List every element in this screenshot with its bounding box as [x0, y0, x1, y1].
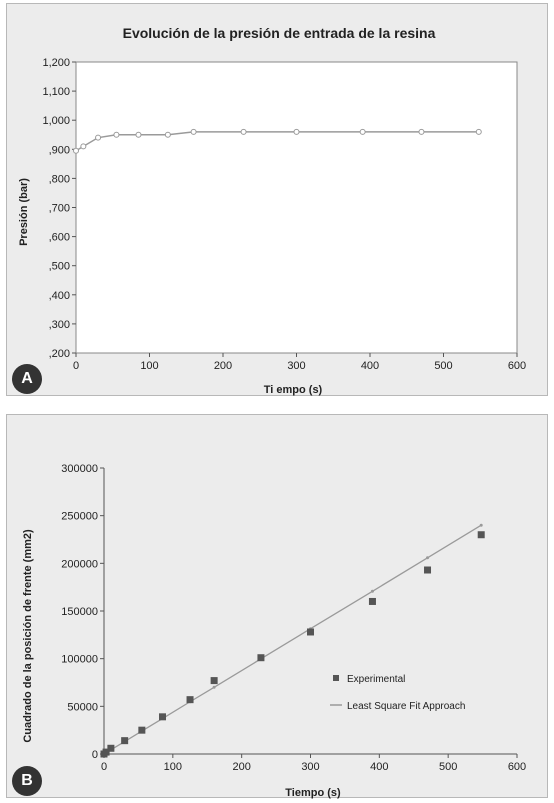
- y-tick-label: 0: [92, 749, 98, 761]
- series-group: [100, 523, 485, 758]
- x-tick-label: 0: [101, 761, 107, 773]
- front-position-chart: 0 50000 100000 150000 200000 250000 300000 0 10…: [22, 463, 526, 799]
- y-tick-label: ,500: [49, 261, 70, 273]
- experimental-data-point: [307, 628, 314, 636]
- x-axis-ticks: 0 100 200 300 400 500 600: [73, 353, 526, 372]
- experimental-data-point: [138, 726, 146, 734]
- y-axis-ticks: ,200 ,300 ,400 ,500 ,600 ,700 ,800 ,900 1,000 1,1…: [42, 57, 76, 360]
- y-tick-label: ,400: [49, 290, 70, 302]
- series-group: [73, 128, 482, 154]
- experimental-data-point: [159, 713, 167, 721]
- y-tick-label: 200000: [61, 558, 98, 570]
- experimental-data-point: [102, 748, 110, 756]
- pressure-data-point: [475, 128, 482, 135]
- x-tick-label: 0: [73, 360, 79, 372]
- panel-badge-b: B: [12, 766, 42, 796]
- x-tick-label: 600: [508, 761, 526, 773]
- chart-title: Evolución de la presión de entrada de la…: [123, 25, 436, 41]
- x-tick-label: 600: [508, 360, 526, 372]
- legend: Experimental Least Square Fit Approach: [330, 674, 465, 712]
- experimental-data-point: [257, 654, 265, 662]
- y-axis-label: Cuadrado de la posición de frente (mm2): [22, 529, 34, 743]
- x-tick-label: 400: [370, 761, 388, 773]
- y-tick-label: ,700: [49, 203, 70, 215]
- pressure-data-point: [73, 147, 79, 154]
- fit-data-point: [212, 685, 216, 689]
- panel-badge-a: A: [12, 364, 42, 394]
- x-tick-label: 200: [214, 360, 232, 372]
- pressure-data-point: [418, 128, 425, 135]
- y-tick-label: ,200: [49, 348, 70, 360]
- experimental-data-point: [121, 737, 129, 745]
- legend-label-fit: Least Square Fit Approach: [347, 701, 465, 712]
- pressure-chart: Evolución de la presión de entrada de la…: [18, 25, 526, 396]
- fit-data-point: [370, 589, 374, 593]
- y-tick-label: ,900: [49, 144, 70, 156]
- pressure-data-point: [113, 131, 120, 138]
- legend-marker-experimental: [333, 675, 339, 681]
- fit-data-point: [479, 523, 483, 527]
- y-tick-label: ,800: [49, 173, 70, 185]
- pressure-data-point: [164, 131, 171, 138]
- pressure-data-point: [190, 128, 197, 135]
- plot-area: [104, 468, 517, 754]
- y-tick-label: 300000: [61, 463, 98, 475]
- y-tick-label: 50000: [67, 701, 98, 713]
- y-axis-ticks: 0 50000 100000 150000 200000 250000 300000: [61, 463, 105, 761]
- x-tick-label: 200: [232, 761, 250, 773]
- pressure-data-point: [95, 134, 102, 141]
- y-tick-label: 100000: [61, 654, 98, 666]
- plot-area: [75, 61, 518, 354]
- y-tick-label: 1,000: [42, 115, 70, 127]
- chart-panel-b: 0 50000 100000 150000 200000 250000 300000 0 10…: [6, 414, 548, 799]
- x-axis-label: Ti empo (s): [264, 384, 323, 396]
- x-tick-label: 500: [434, 360, 452, 372]
- experimental-data-point: [186, 696, 194, 704]
- x-axis-label: Tiempo (s): [285, 787, 341, 799]
- x-tick-label: 100: [164, 761, 182, 773]
- x-axis-ticks: 0 100 200 300 400 500 600: [101, 753, 526, 773]
- y-tick-label: 250000: [61, 511, 98, 523]
- x-tick-label: 500: [439, 761, 457, 773]
- legend-label-experimental: Experimental: [347, 674, 405, 685]
- pressure-data-point: [293, 128, 300, 135]
- y-axis-label: Presión (bar): [18, 178, 30, 246]
- pressure-data-point: [359, 128, 366, 135]
- y-tick-label: 1,100: [42, 86, 70, 98]
- x-tick-label: 400: [361, 360, 379, 372]
- experimental-data-point: [368, 597, 376, 605]
- y-tick-label: 150000: [61, 606, 98, 618]
- x-tick-label: 300: [301, 761, 319, 773]
- experimental-data-point: [424, 566, 432, 574]
- y-tick-label: 1,200: [42, 57, 70, 69]
- pressure-data-point: [80, 143, 87, 150]
- pressure-data-point: [135, 131, 142, 138]
- fit-data-point: [426, 556, 430, 560]
- chart-panel-a: Evolución de la presión de entrada de la…: [6, 3, 548, 396]
- y-tick-label: ,300: [49, 319, 70, 331]
- experimental-data-point: [477, 531, 485, 539]
- experimental-data-point: [210, 677, 218, 685]
- x-tick-label: 100: [140, 360, 158, 372]
- pressure-data-point: [240, 128, 247, 135]
- y-tick-label: ,600: [49, 232, 70, 244]
- experimental-data-point: [107, 744, 115, 752]
- x-tick-label: 300: [287, 360, 305, 372]
